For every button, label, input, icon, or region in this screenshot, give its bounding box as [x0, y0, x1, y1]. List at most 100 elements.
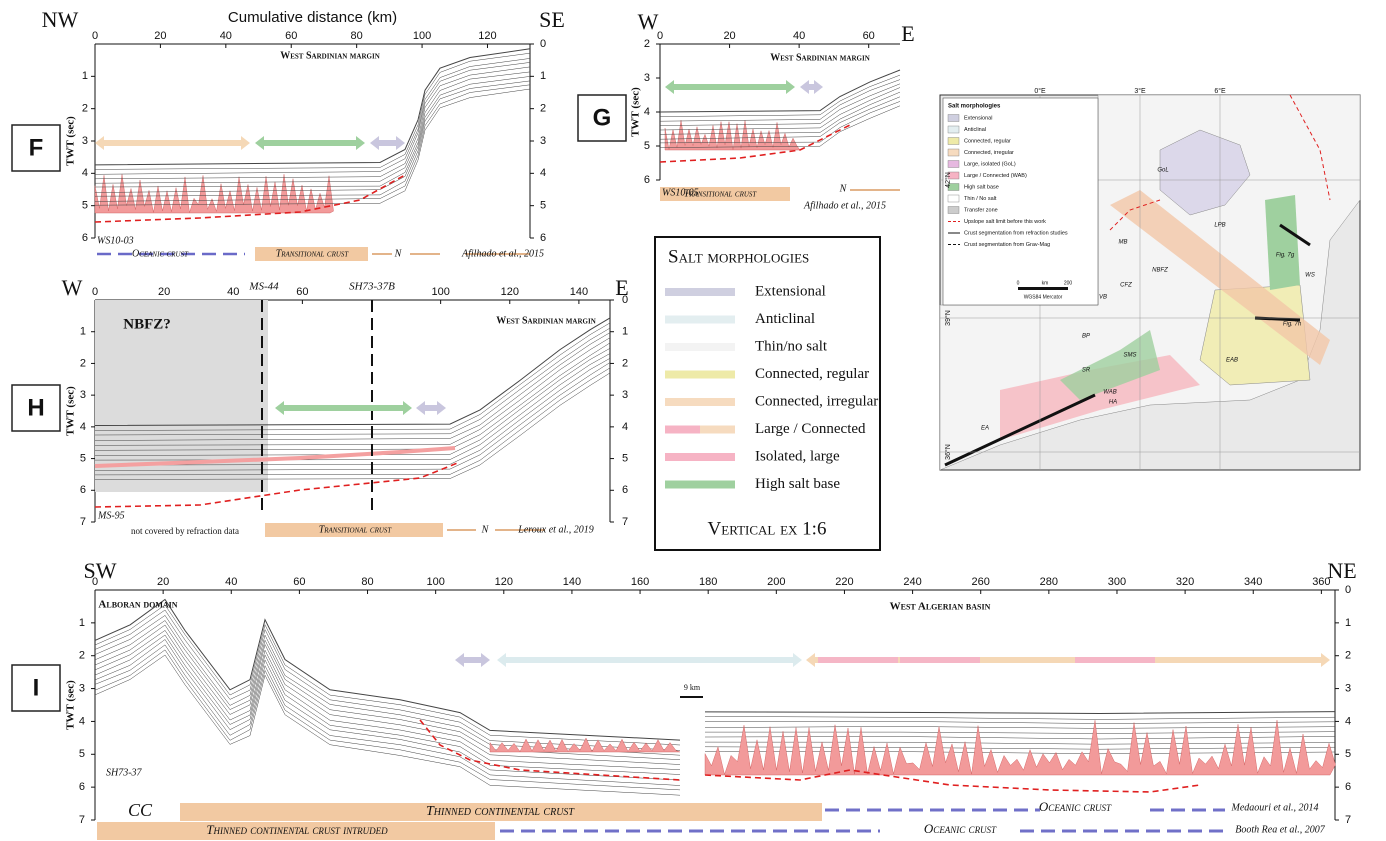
- map-place-label: LPB: [1214, 223, 1225, 229]
- x-tick-label: 0: [92, 286, 98, 298]
- panel-annotation: Oceanic crust: [924, 821, 997, 836]
- x-tick-label: 120: [501, 286, 519, 298]
- legend-note: Vertical ex 1:6: [708, 518, 827, 539]
- legend-swatch: [665, 398, 735, 406]
- map-legend-item: Large / Connected (WAB): [964, 173, 1027, 179]
- legend-item: Anticlinal: [755, 311, 815, 327]
- basement-line: [419, 719, 681, 781]
- map-place-label: EAB: [1226, 358, 1238, 364]
- reflector: [704, 711, 1336, 715]
- reflector: [659, 87, 901, 131]
- reflector: [94, 84, 531, 202]
- map-place-label: MB: [1119, 240, 1128, 246]
- map-scale-label: 0: [1017, 280, 1020, 286]
- reflector: [94, 604, 681, 746]
- y-tick-label: 4: [540, 167, 546, 179]
- map-place-label: WAB: [1103, 390, 1117, 396]
- y-tick-label: 7: [80, 516, 86, 528]
- legend-swatch: [665, 370, 735, 379]
- y-tick-label: 7: [79, 814, 85, 826]
- reflector: [659, 96, 901, 140]
- x-tick-label: 60: [296, 286, 308, 298]
- y-tick-label: 6: [644, 174, 650, 186]
- arrow-segment: [900, 657, 980, 663]
- legend-item: Isolated, large: [755, 448, 840, 464]
- y-tick-label: 5: [80, 452, 86, 464]
- x-tick-label: 180: [699, 576, 717, 588]
- y-tick-label: 7: [622, 516, 628, 528]
- map-legend-item: High salt base: [964, 184, 999, 190]
- map-profile: [1254, 316, 1301, 322]
- x-tick-label: 200: [767, 576, 785, 588]
- crust-bar: [255, 247, 368, 261]
- map-grid-label: 39°N: [944, 310, 952, 326]
- map-legend-box: [942, 97, 1099, 306]
- map-legend-swatch: [947, 206, 960, 214]
- panel-annotation: Booth Rea et al., 2007: [1235, 824, 1325, 835]
- map-scale-bar: [1018, 287, 1068, 290]
- morphology-arrow: [800, 80, 823, 94]
- y-tick-label: 4: [1345, 715, 1351, 727]
- reflector: [704, 741, 1336, 745]
- reflector: [94, 367, 611, 476]
- reflector: [94, 362, 611, 471]
- y-tick-label: 0: [622, 294, 628, 306]
- y-tick-label: 6: [622, 484, 628, 496]
- morphology-arrow: [806, 653, 1330, 667]
- morphology-arrow: [275, 401, 412, 415]
- salt-limit: [1109, 94, 1331, 231]
- legend-swatch: [665, 343, 735, 351]
- y-tick-label: 2: [540, 103, 546, 115]
- map-zone: [1265, 195, 1300, 290]
- map-place-label: Fig. 7h: [1283, 322, 1302, 328]
- reflector: [704, 716, 1336, 720]
- map-legend-swatch: [947, 114, 960, 122]
- reflector: [94, 615, 681, 756]
- y-tick-label: 3: [1345, 682, 1351, 694]
- panel-annotation: Thinned continental crust intruded: [206, 822, 388, 837]
- panel-annotation: Afilhado et al., 2015: [461, 248, 544, 259]
- arrow-segment: [818, 657, 898, 663]
- x-tick-label: 80: [351, 30, 363, 42]
- reflector: [94, 66, 531, 184]
- panel-annotation: WS10-03: [97, 235, 134, 246]
- y-tick-label: 4: [622, 421, 628, 433]
- crust-bar: [97, 822, 495, 840]
- x-tick-label: 60: [293, 576, 305, 588]
- y-tick-label: 5: [1345, 748, 1351, 760]
- morphology-arrow: [665, 80, 795, 94]
- panel-annotation: CC: [128, 800, 153, 820]
- reflector: [94, 353, 611, 461]
- map-place-label: VB: [1099, 295, 1107, 301]
- reflector: [94, 620, 681, 760]
- panel-annotation: WS10-05: [662, 187, 699, 198]
- reflector: [94, 630, 681, 770]
- legend-swatch: [665, 315, 735, 324]
- map-place-label: BP: [1082, 334, 1090, 340]
- x-tick-label: 240: [903, 576, 921, 588]
- map-zone: [1159, 129, 1251, 216]
- reflector: [659, 79, 901, 122]
- direction-label: E: [901, 21, 914, 46]
- panel-annotation: Leroux et al., 2019: [517, 524, 593, 535]
- reflector: [94, 337, 611, 446]
- panel-letter: G: [593, 104, 612, 131]
- crust-bar: [660, 187, 790, 201]
- basement-line: [659, 124, 851, 163]
- x-tick-label: 320: [1176, 576, 1194, 588]
- reflector: [94, 322, 611, 431]
- reflector: [94, 634, 681, 775]
- y-tick-label: 3: [622, 389, 628, 401]
- y-tick-label: 1: [79, 617, 85, 629]
- reflector: [659, 74, 901, 117]
- map-grid-label: 42°N: [944, 172, 952, 188]
- panel-box: [11, 664, 61, 712]
- map-profile: [944, 393, 1096, 467]
- map-place-label: GoL: [1157, 168, 1168, 174]
- legend-swatch: [700, 425, 735, 434]
- basement-line: [94, 461, 461, 508]
- y-tick-label: 2: [80, 357, 86, 369]
- map-profile: [1279, 223, 1311, 247]
